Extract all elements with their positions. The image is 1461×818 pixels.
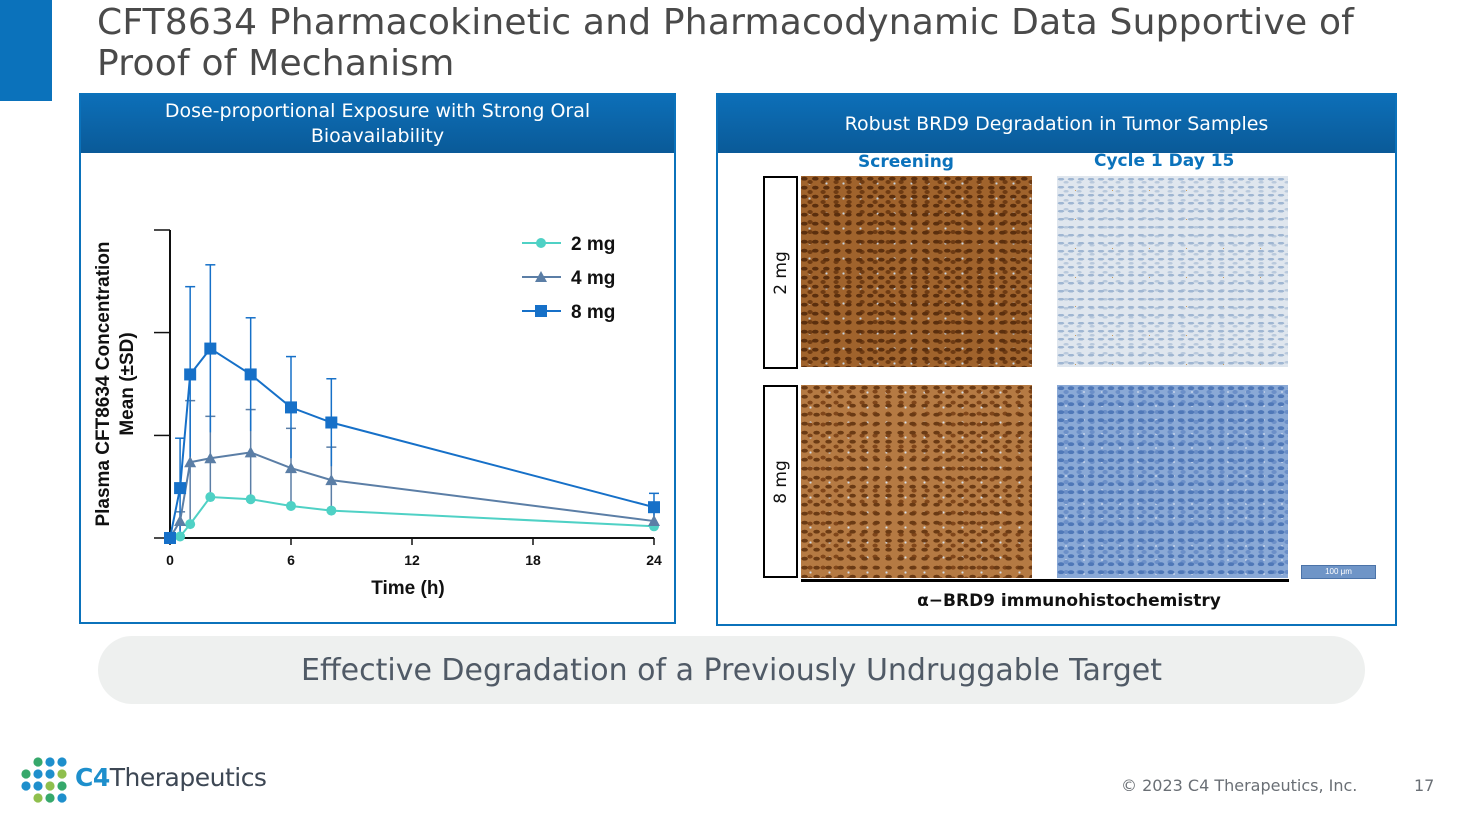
ihc-underline xyxy=(801,579,1289,582)
copyright: © 2023 C4 Therapeutics, Inc. xyxy=(1121,776,1358,795)
legend-label-2mg: 2 mg xyxy=(571,234,615,255)
ihc-image-2mg-c1d15 xyxy=(1057,176,1288,367)
row-label-2mg: 2 mg xyxy=(770,250,791,295)
logo-dot xyxy=(57,781,67,791)
logo-dot xyxy=(45,757,55,767)
logo-dot xyxy=(33,793,43,803)
col-label-cycle1-day15: Cycle 1 Day 15 xyxy=(1094,151,1235,171)
ihc-image-8mg-screening xyxy=(801,385,1032,578)
logo-dot xyxy=(21,781,31,791)
logo-dot xyxy=(57,769,67,779)
data-point-4mg xyxy=(648,515,660,527)
data-point-8mg xyxy=(184,368,197,381)
chart-axes: 0 6 12 18 24 xyxy=(154,229,662,568)
x-tick-label: 18 xyxy=(525,552,541,568)
data-point-4mg xyxy=(325,474,338,486)
data-point-4mg xyxy=(204,452,217,464)
y-axis-label-line1: Plasma CFT8634 Concentration xyxy=(93,241,114,526)
c4-logo-icon xyxy=(21,757,67,803)
col-label-screening: Screening xyxy=(858,152,954,172)
data-point-2mg xyxy=(185,519,196,530)
logo-dot xyxy=(33,781,43,791)
takeaway-banner: Effective Degradation of a Previously Un… xyxy=(98,636,1365,704)
ihc-panel-header: Robust BRD9 Degradation in Tumor Samples xyxy=(718,95,1395,153)
legend-marker-4mg xyxy=(535,271,547,282)
logo-dot xyxy=(45,781,55,791)
data-point-2mg xyxy=(205,492,216,503)
data-point-2mg xyxy=(326,505,337,516)
data-point-8mg xyxy=(285,401,297,414)
data-point-8mg xyxy=(648,501,660,514)
logo-dot xyxy=(21,769,31,779)
data-point-4mg xyxy=(244,446,257,458)
data-point-8mg xyxy=(325,416,338,429)
chart-markers xyxy=(164,342,660,544)
data-point-2mg xyxy=(245,494,256,505)
logo-dot xyxy=(57,757,67,767)
series-line-4mg xyxy=(169,451,655,539)
chart-legend: 2 mg 4 mg 8 mg xyxy=(522,234,615,323)
data-point-4mg xyxy=(174,515,187,527)
x-tick-label: 24 xyxy=(646,552,662,568)
legend-label-8mg: 8 mg xyxy=(571,302,615,323)
ihc-footer-label: α−BRD9 immunohistochemistry xyxy=(917,591,1221,611)
accent-bar xyxy=(0,0,52,101)
data-point-2mg xyxy=(175,531,186,542)
data-point-8mg xyxy=(174,482,187,495)
legend-marker-8mg xyxy=(535,305,547,317)
ihc-image-8mg-c1d15 xyxy=(1057,385,1288,578)
data-point-8mg xyxy=(204,342,217,355)
c4-logo-text: C4Therapeutics xyxy=(75,763,267,792)
logo-dot xyxy=(33,769,43,779)
series-line-2mg xyxy=(169,496,655,539)
page-number: 17 xyxy=(1414,776,1435,795)
scale-bar: 100 μm xyxy=(1301,565,1376,579)
logo-dot xyxy=(57,793,67,803)
pk-chart: 0 6 12 18 24 2 mg 4 mg 8 mg Time (h) Plasma CF… xyxy=(93,229,662,599)
ihc-image-2mg-screening xyxy=(801,176,1032,367)
data-point-4mg xyxy=(184,456,197,468)
row-label-box-2mg: 2 mg xyxy=(763,176,798,369)
x-tick-label: 6 xyxy=(287,552,295,568)
data-point-8mg xyxy=(164,532,176,544)
data-point-8mg xyxy=(244,368,257,381)
data-point-2mg xyxy=(286,500,296,511)
row-label-8mg: 8 mg xyxy=(770,459,791,504)
logo-dot xyxy=(45,793,55,803)
x-axis-label: Time (h) xyxy=(371,578,445,599)
pk-panel-header: Dose-proportional Exposure with Strong O… xyxy=(81,95,674,153)
pk-panel: Dose-proportional Exposure with Strong O… xyxy=(79,93,676,624)
slide-title: CFT8634 Pharmacokinetic and Pharmacodyna… xyxy=(97,2,1355,84)
logo-dot xyxy=(33,757,43,767)
row-label-box-8mg: 8 mg xyxy=(763,385,798,578)
data-point-4mg xyxy=(285,462,297,474)
y-axis-label-line2: Mean (±SD) xyxy=(117,332,138,435)
series-line-8mg xyxy=(169,347,655,539)
logo-brand-bold: C4 xyxy=(75,763,110,792)
x-tick-label: 0 xyxy=(166,552,174,568)
x-tick-label: 12 xyxy=(404,552,420,568)
logo-brand-rest: Therapeutics xyxy=(109,763,267,792)
legend-label-4mg: 4 mg xyxy=(571,268,615,289)
logo-dot xyxy=(45,769,55,779)
legend-marker-2mg xyxy=(536,238,546,248)
chart-lines xyxy=(169,347,655,539)
takeaway-text: Effective Degradation of a Previously Un… xyxy=(301,652,1162,688)
